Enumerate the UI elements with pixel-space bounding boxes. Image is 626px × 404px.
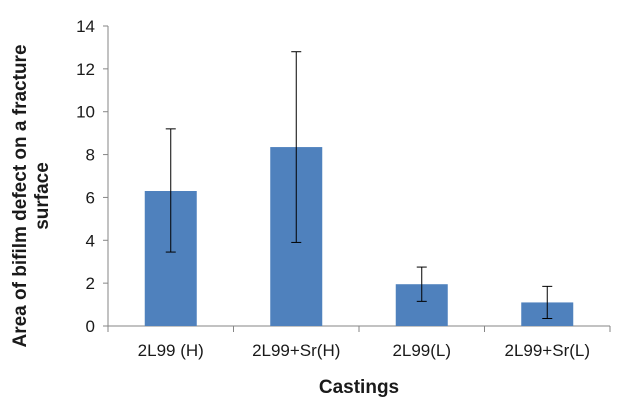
y-tick-label: 8 xyxy=(86,146,95,165)
y-axis-title-line-1: Area of bifilm defect on a fracture xyxy=(10,44,31,347)
x-category-labels: 2L99 (H) 2L99+Sr(H) 2L99(L) 2L99+Sr(L) xyxy=(107,326,611,360)
x-axis-title: Castings xyxy=(319,377,399,398)
y-tick-label: 0 xyxy=(86,317,95,336)
x-category-label: 2L99+Sr(L) xyxy=(504,341,590,360)
y-tick-labels: 0 2 4 6 8 10 12 14 xyxy=(76,17,108,336)
y-tick-label: 2 xyxy=(86,274,95,293)
x-category-label: 2L99 (H) xyxy=(138,341,204,360)
y-axis-title-group: Area of bifilm defect on a fracture surf… xyxy=(10,44,53,347)
y-tick-label: 4 xyxy=(86,231,95,250)
y-tick-label: 12 xyxy=(76,60,95,79)
y-axis-title-line-2: surface xyxy=(32,162,53,230)
y-tick-label: 6 xyxy=(86,188,95,207)
plot-area xyxy=(107,26,610,327)
x-category-label: 2L99+Sr(H) xyxy=(252,341,340,360)
x-category-label: 2L99(L) xyxy=(392,341,451,360)
y-tick-label: 10 xyxy=(76,103,95,122)
y-tick-label: 14 xyxy=(76,17,95,36)
